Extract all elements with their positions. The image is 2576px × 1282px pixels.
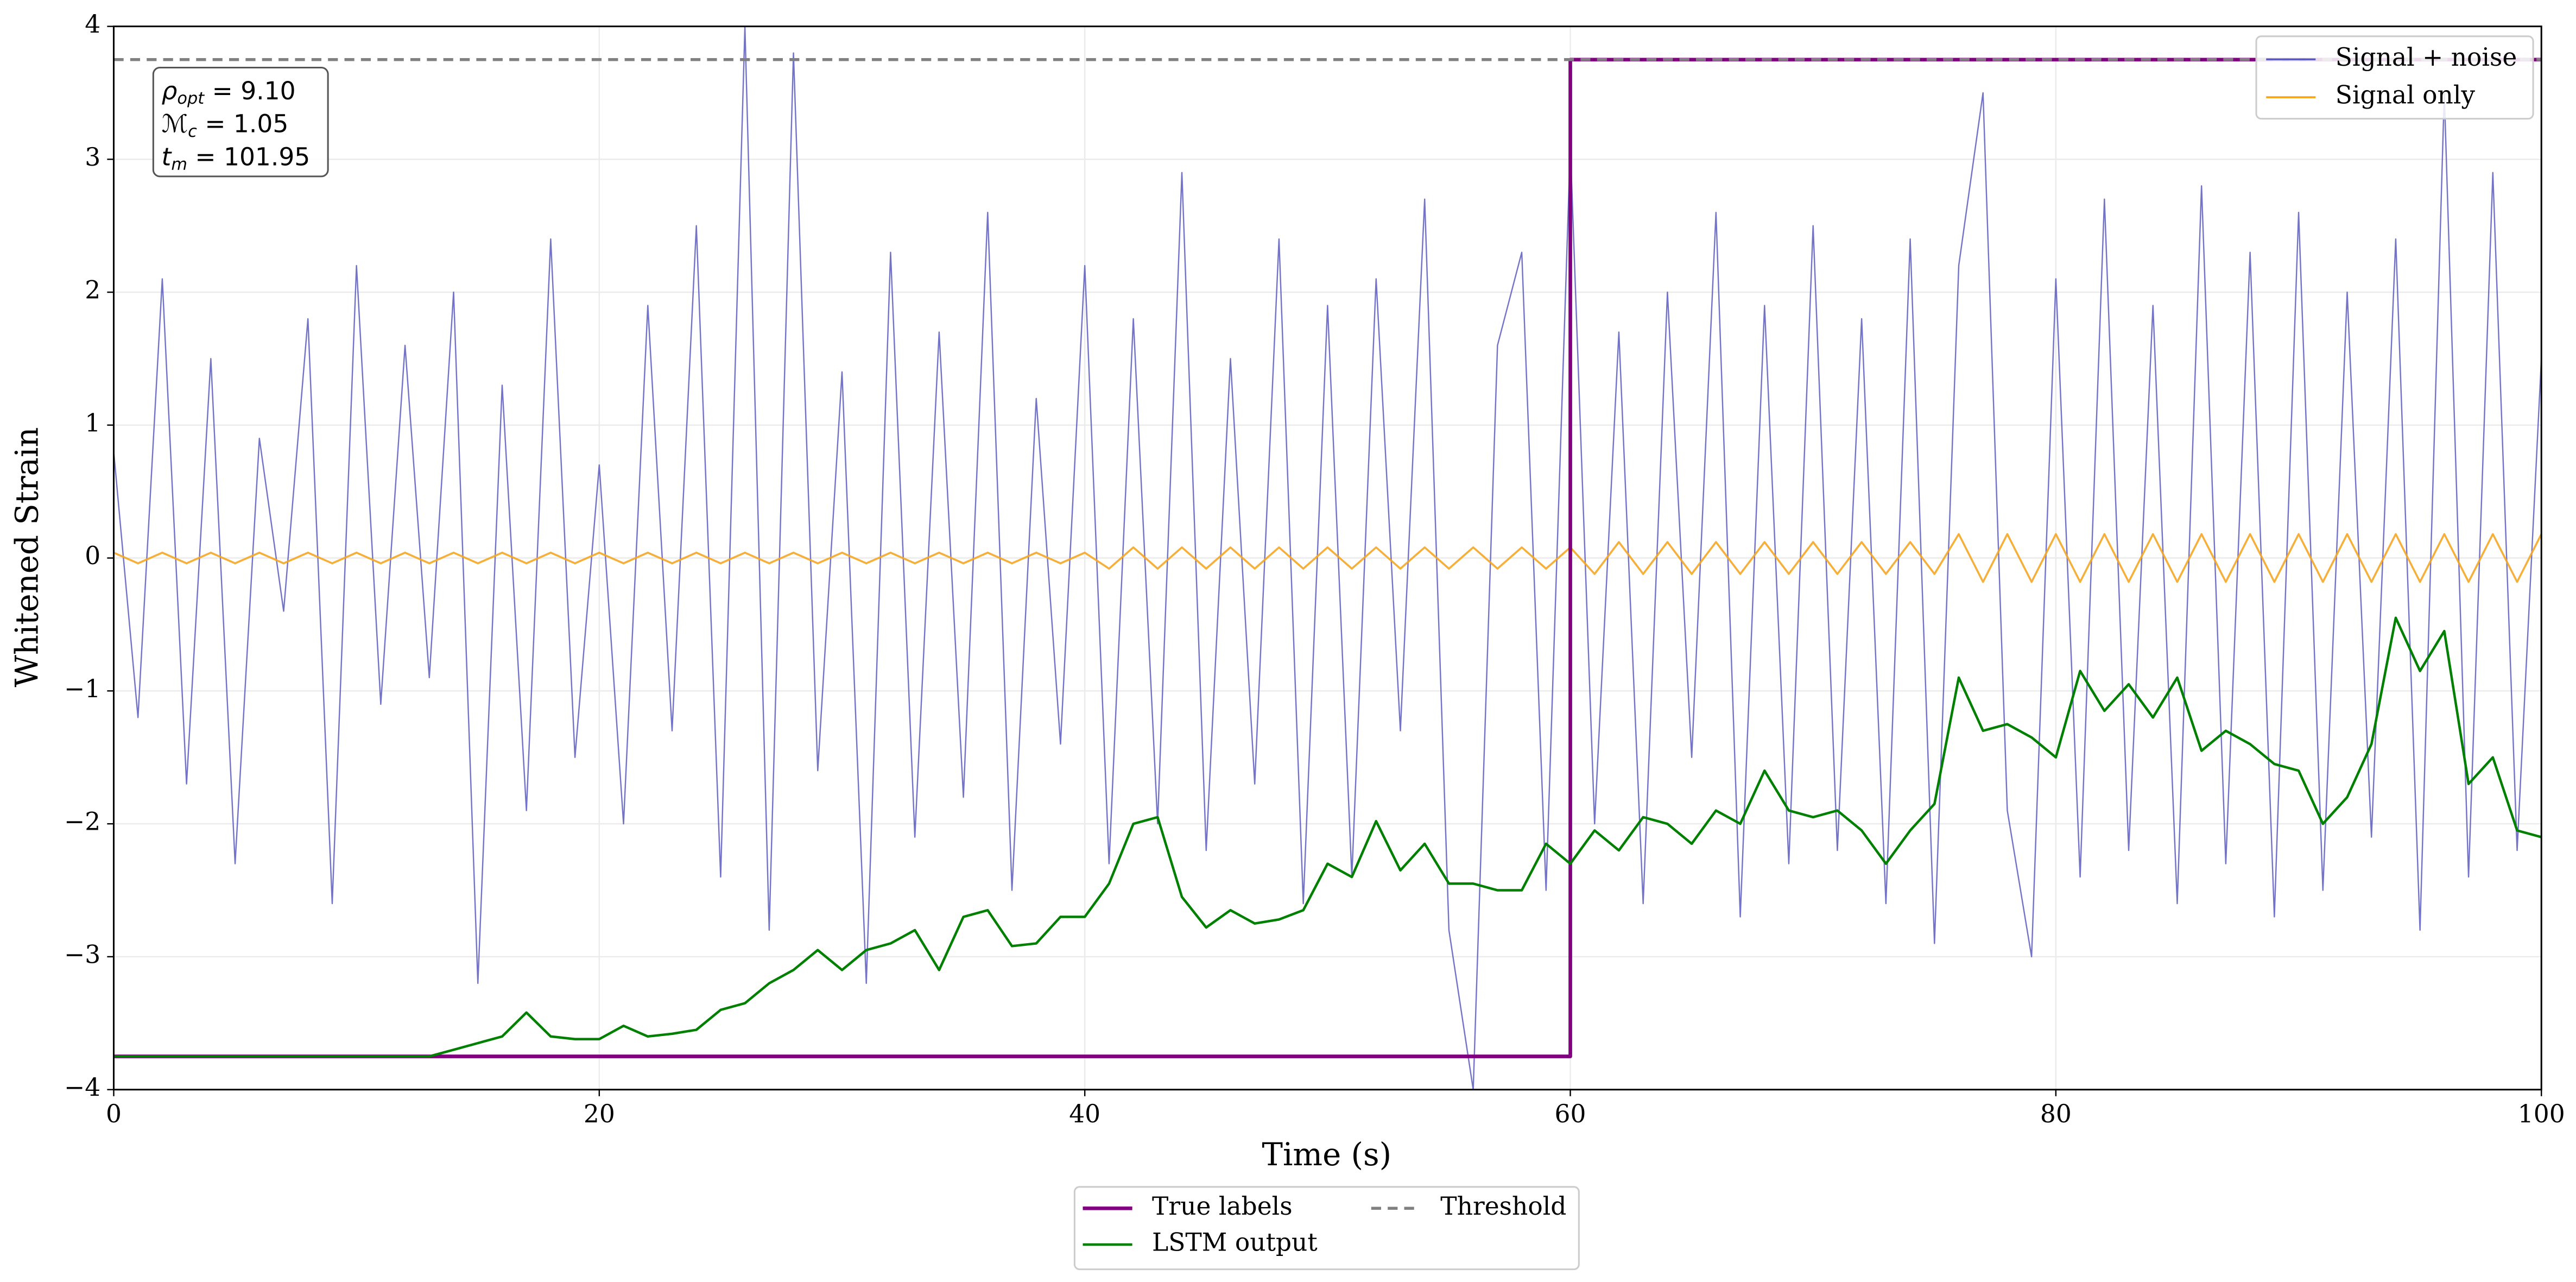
x-tick-label: 20	[584, 1100, 615, 1128]
annotation-line: ρopt = 9.10	[162, 77, 296, 108]
plot-frame	[112, 26, 2542, 1091]
y-tick-label: −3	[64, 940, 100, 969]
y-axis-label: Whitened Strain	[9, 427, 46, 687]
legend-label: Signal + noise	[2336, 43, 2517, 72]
x-tick-label: 40	[1069, 1100, 1100, 1128]
legend-label: LSTM output	[1152, 1228, 1318, 1257]
legend-box	[2255, 35, 2534, 120]
annotation-symbol: ρ	[162, 77, 178, 105]
legend-label: True labels	[1152, 1192, 1293, 1221]
y-tick-label: 3	[85, 143, 100, 172]
x-tick-label: 100	[2518, 1100, 2565, 1128]
legend-box	[1073, 1186, 1580, 1271]
y-tick-label: −4	[64, 1073, 100, 1102]
x-tick-label: 80	[2040, 1100, 2072, 1128]
annotation-value: = 101.95	[187, 142, 310, 171]
series-line	[113, 533, 2542, 583]
y-tick-label: 4	[85, 10, 100, 39]
legend-label: Threshold	[1440, 1192, 1566, 1221]
annotation-line: ℳc = 1.05	[162, 109, 289, 141]
annotation-value: = 1.05	[197, 109, 288, 138]
annotation-subscript: c	[188, 122, 197, 141]
y-tick-label: 2	[85, 276, 100, 305]
series-line	[113, 616, 2542, 1058]
annotation-symbol: t	[162, 142, 173, 171]
series-line	[113, 58, 2542, 1058]
y-tick-label: −1	[64, 674, 100, 703]
annotation-subscript: m	[171, 155, 187, 174]
x-tick-label: 0	[106, 1100, 122, 1128]
annotation-value: = 9.10	[204, 77, 295, 105]
x-tick-label: 60	[1555, 1100, 1586, 1128]
y-tick-label: −2	[64, 807, 100, 836]
annotation-subscript: opt	[177, 89, 205, 108]
x-axis-label: Time (s)	[1262, 1136, 1392, 1173]
y-tick-label: 0	[85, 541, 100, 570]
annotation-line: tm = 101.95	[162, 142, 311, 174]
annotation-box	[152, 66, 329, 178]
series-line	[113, 26, 2542, 1090]
y-tick-label: 1	[85, 408, 100, 437]
legend-label: Signal only	[2336, 81, 2476, 110]
annotation-symbol: ℳ	[162, 109, 188, 138]
